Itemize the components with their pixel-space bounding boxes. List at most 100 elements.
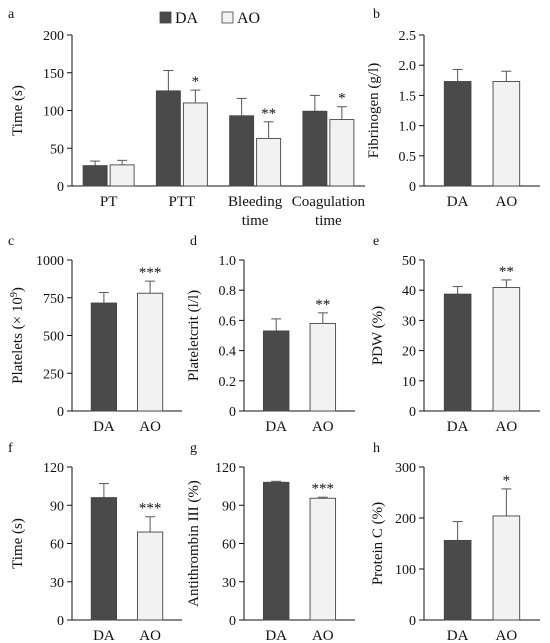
panel-h: h 0 100 200 300 Protein C (%) DA * AO [370,441,540,643]
x-tick-label: AO [139,419,161,435]
significance-label: *** [139,501,162,517]
y-tick-label: 0.4 [219,345,237,360]
panel-a: a 0 50 100 150 200 Time (s) PT * PTT ** Bleeding tim… [8,7,366,229]
significance-label: *** [139,265,162,281]
y-tick-label: 0 [57,405,64,420]
legend-swatch [159,11,172,24]
y-tick-label: 100 [43,105,64,120]
bar-AO [256,137,282,187]
x-tick-label: DA [265,419,287,435]
bar-AO [329,119,355,187]
bar-AO [309,497,337,621]
legend-label: DA [175,10,199,27]
panel-d: d 0 0.2 0.4 0.6 0.8 1.0 Plateletcrit (l/l) DA ** A… [186,234,355,435]
y-axis-label: PDW (%) [370,306,386,365]
panel-letter: a [8,7,15,22]
panel-letter: c [8,234,14,249]
y-tick-label: 30 [222,576,236,591]
y-tick-label: 90 [50,499,64,514]
x-tick-label: Coagulation [292,194,366,210]
panel-letter: f [8,441,13,456]
y-tick-label: 20 [402,345,416,360]
y-tick-label: 2.0 [399,59,417,74]
y-tick-label: 0 [409,405,416,420]
y-axis-label: Time (s) [10,85,26,136]
bar-DA [90,497,117,621]
x-tick-label: AO [496,628,518,643]
y-tick-label: 150 [43,67,64,82]
bar-AO [492,81,521,187]
x-tick-label: time [242,213,269,229]
legend-swatch [221,11,234,24]
panel-letter: d [190,234,197,249]
panel-f: f 0 30 60 90 120 Time (s) DA *** AO [8,441,182,643]
bar-AO [309,322,337,412]
y-axis-label: Protein C (%) [370,502,386,585]
y-axis-label: Time (s) [10,518,26,569]
y-tick-label: 60 [222,538,236,553]
panel-e: e 0 10 20 30 40 50 PDW (%) DA ** AO [370,234,540,435]
significance-label: ** [261,106,276,122]
y-tick-label: 2.5 [399,29,417,44]
bar-AO [136,292,164,412]
x-tick-label: Bleeding [228,194,283,210]
panel-letter: h [373,441,380,456]
y-tick-label: 30 [402,314,416,329]
legend-label: AO [237,10,260,27]
panel-b: b 0 0.5 1.0 1.5 2.0 2.5 Fibrinogen (g/l) DA AO [366,7,540,210]
y-tick-label: 750 [43,292,64,307]
y-tick-label: 250 [43,367,64,382]
bar-DA [443,293,472,412]
x-tick-label: AO [312,419,334,435]
panel-g: g 0 30 60 90 120 Antithrombin III (%) DA *** AO [186,441,355,643]
significance-label: * [338,91,346,107]
y-tick-label: 300 [395,461,416,476]
y-tick-label: 120 [215,461,236,476]
bar-DA [90,302,117,412]
y-tick-label: 0 [57,614,64,629]
y-tick-label: 0.6 [219,314,237,329]
y-tick-label: 0.2 [219,375,237,390]
y-tick-label: 1.5 [399,89,417,104]
panel-letter: e [373,234,379,249]
x-tick-label: DA [265,628,287,643]
y-tick-label: 0 [229,614,236,629]
bar-DA [443,539,472,621]
panel-letter: b [373,7,380,22]
y-tick-label: 30 [50,576,64,591]
y-axis-label: Platelets (× 109) [9,287,27,384]
y-tick-label: 90 [222,499,236,514]
significance-label: * [503,473,511,489]
y-tick-label: 0 [57,180,64,195]
y-tick-label: 40 [402,284,416,299]
bar-DA [262,481,290,621]
x-tick-label: DA [93,419,115,435]
bar-AO [182,102,208,187]
y-tick-label: 100 [395,563,416,578]
y-axis-label: Antithrombin III (%) [186,480,202,607]
y-tick-label: 10 [402,375,416,390]
x-tick-label: time [315,213,342,229]
y-tick-label: 60 [50,538,64,553]
y-tick-label: 200 [395,512,416,527]
y-tick-label: 50 [50,142,64,157]
x-tick-label: AO [496,419,518,435]
bar-AO [109,164,135,187]
bar-DA [229,115,255,187]
bar-AO [492,287,521,412]
bar-DA [443,81,472,187]
y-tick-label: 500 [43,330,64,345]
y-tick-label: 120 [43,461,64,476]
bar-AO [136,531,164,621]
y-tick-label: 0.5 [399,150,417,165]
bar-DA [155,90,181,187]
significance-label: ** [499,264,514,280]
x-tick-label: AO [496,194,518,210]
x-tick-label: AO [139,628,161,643]
x-tick-label: PTT [169,194,196,210]
x-tick-label: AO [312,628,334,643]
significance-label: * [192,74,200,90]
bar-AO [492,515,521,621]
y-tick-label: 0 [409,180,416,195]
